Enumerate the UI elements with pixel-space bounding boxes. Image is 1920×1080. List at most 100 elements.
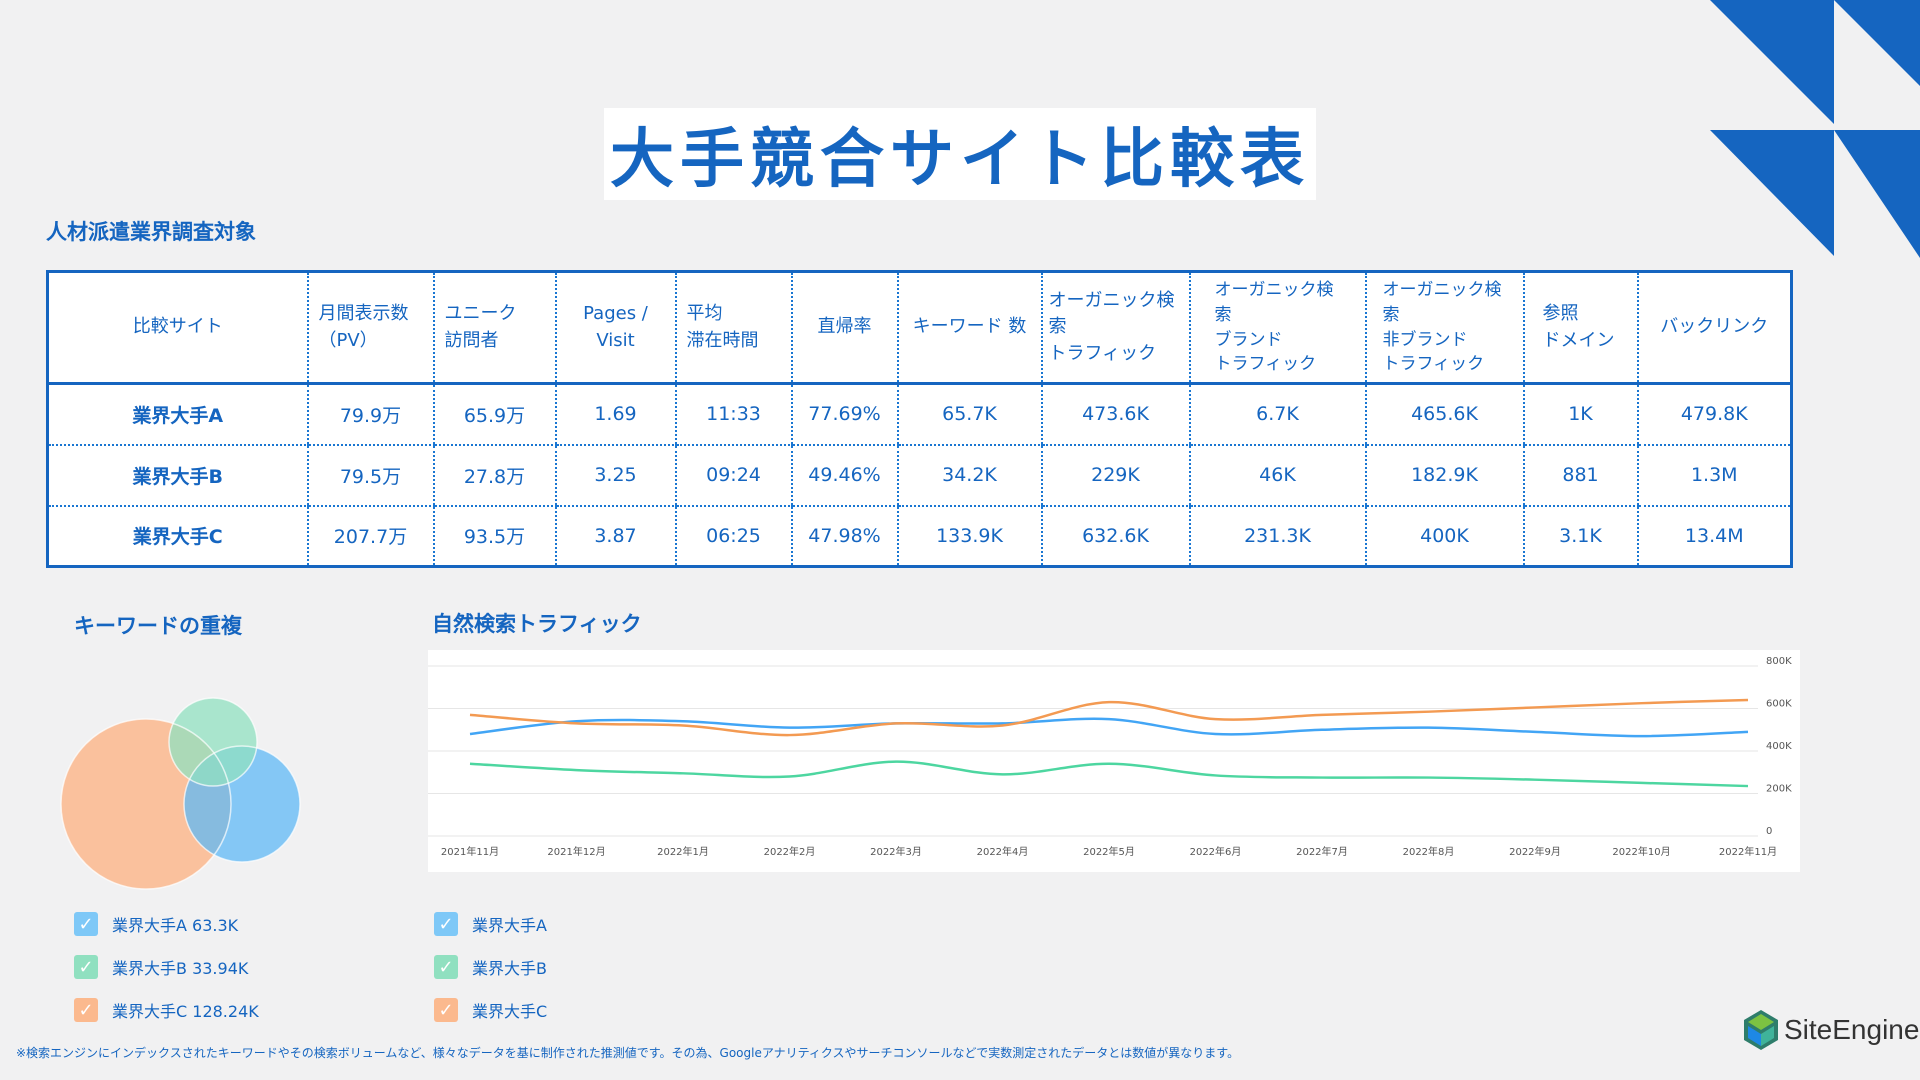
table-cell: 3.87	[554, 505, 676, 568]
table-cell: 3.1K	[1522, 505, 1638, 568]
legend-item[interactable]: ✓ 業界大手C 128.24K	[74, 998, 259, 1022]
table-header: オーガニック検索 ブランド トラフィック	[1188, 271, 1366, 385]
table-header: バックリンク	[1636, 271, 1792, 385]
table-row: 業界大手B 79.5万 27.8万 3.25 09:24 49.46% 34.2…	[46, 444, 1792, 507]
traffic-legend: ✓ 業界大手A ✓ 業界大手B ✓ 業界大手C	[434, 912, 547, 1041]
keyword-overlap-venn	[60, 697, 301, 890]
siteengine-logo: SiteEngine	[1744, 1010, 1919, 1050]
legend-item[interactable]: ✓ 業界大手A 63.3K	[74, 912, 259, 936]
x-tick-label: 2021年11月	[441, 845, 499, 858]
checkbox-icon[interactable]: ✓	[434, 912, 458, 936]
table-cell: 65.9万	[432, 383, 556, 446]
table-cell: 49.46%	[790, 444, 898, 507]
table-cell: 09:24	[674, 444, 792, 507]
table-cell: 77.69%	[790, 383, 898, 446]
table-header: オーガニック検索 非ブランド トラフィック	[1364, 271, 1524, 385]
table-cell: 881	[1522, 444, 1638, 507]
table-cell: 業界大手C	[46, 505, 308, 568]
table-header: 比較サイト	[46, 271, 308, 385]
checkbox-icon[interactable]: ✓	[74, 912, 98, 936]
legend-label: 業界大手B	[472, 959, 547, 978]
x-tick-label: 2021年12月	[547, 845, 605, 858]
table-cell: 400K	[1364, 505, 1524, 568]
table-cell: 65.7K	[896, 383, 1042, 446]
page-subtitle: 人材派遣業界調査対象	[46, 220, 256, 244]
y-tick-label: 800K	[1766, 656, 1792, 667]
x-tick-label: 2022年10月	[1612, 845, 1670, 858]
table-cell: 1.69	[554, 383, 676, 446]
table-cell: 465.6K	[1364, 383, 1524, 446]
legend-label: 業界大手A	[472, 916, 547, 935]
y-tick-label: 400K	[1766, 741, 1792, 752]
table-cell: 182.9K	[1364, 444, 1524, 507]
table-cell: 27.8万	[432, 444, 556, 507]
traffic-heading: 自然検索トラフィック	[432, 612, 642, 636]
organic-traffic-chart: 800K 600K 400K 200K 0 2021年11月 2021年12月 2022年1月…	[428, 650, 1800, 872]
table-cell: 207.7万	[306, 505, 434, 568]
siteengine-logo-icon	[1744, 1010, 1778, 1050]
venn-heading: キーワードの重複	[74, 614, 242, 638]
x-tick-label: 2022年3月	[870, 845, 922, 858]
series-line-3	[469, 698, 1749, 737]
table-row: 業界大手A 79.9万 65.9万 1.69 11:33 77.69% 65.7…	[46, 383, 1792, 446]
y-tick-label: 200K	[1766, 784, 1792, 795]
legend-label: 業界大手C 128.24K	[112, 1002, 259, 1021]
x-tick-label: 2022年7月	[1296, 845, 1348, 858]
table-cell: 6.7K	[1188, 383, 1366, 446]
table-header: 月間表示数 （PV）	[306, 271, 434, 385]
legend-item[interactable]: ✓ 業界大手B	[434, 955, 547, 979]
page-title: 大手競合サイト比較表	[610, 123, 1310, 197]
title-banner: 大手競合サイト比較表	[604, 108, 1316, 200]
table-cell: 11:33	[674, 383, 792, 446]
x-tick-label: 2022年1月	[657, 845, 709, 858]
legend-item[interactable]: ✓ 業界大手B 33.94K	[74, 955, 259, 979]
x-tick-label: 2022年9月	[1509, 845, 1561, 858]
x-tick-label: 2022年11月	[1719, 845, 1777, 858]
footnote: ※検索エンジンにインデックスされたキーワードやその検索ボリュームなど、様々なデー…	[16, 1046, 1240, 1060]
table-cell: 46K	[1188, 444, 1366, 507]
logo-text: SiteEngine	[1784, 1014, 1920, 1045]
table-header: 平均 滞在時間	[674, 271, 792, 385]
legend-label: 業界大手A 63.3K	[112, 916, 239, 935]
checkbox-icon[interactable]: ✓	[74, 955, 98, 979]
venn-circle-b	[169, 698, 257, 786]
checkbox-icon[interactable]: ✓	[434, 998, 458, 1022]
table-header: キーワード 数	[896, 271, 1042, 385]
x-tick-label: 2022年5月	[1083, 845, 1135, 858]
y-tick-label: 600K	[1766, 699, 1792, 710]
table-cell: 229K	[1040, 444, 1190, 507]
x-tick-label: 2022年8月	[1403, 845, 1455, 858]
table-header-row: 比較サイト 月間表示数 （PV） ユニーク 訪問者 Pages / Visit …	[46, 271, 1792, 385]
legend-item[interactable]: ✓ 業界大手A	[434, 912, 547, 936]
traffic-line-chart: 800K 600K 400K 200K 0 2021年11月 2021年12月 2022年1月…	[428, 656, 1792, 858]
x-tick-label: 2022年2月	[764, 845, 816, 858]
table-cell: 632.6K	[1040, 505, 1190, 568]
x-tick-label: 2022年4月	[977, 845, 1029, 858]
table-cell: 133.9K	[896, 505, 1042, 568]
corner-decoration	[1710, 0, 1920, 258]
table-cell: 473.6K	[1040, 383, 1190, 446]
table-cell: 47.98%	[790, 505, 898, 568]
table-cell: 3.25	[554, 444, 676, 507]
table-header: オーガニック検索 トラフィック	[1040, 271, 1190, 385]
table-header: Pages / Visit	[554, 271, 676, 385]
table-cell: 業界大手B	[46, 444, 308, 507]
table-header: 直帰率	[790, 271, 898, 385]
x-tick-label: 2022年6月	[1190, 845, 1242, 858]
table-cell: 06:25	[674, 505, 792, 568]
checkbox-icon[interactable]: ✓	[434, 955, 458, 979]
table-cell: 34.2K	[896, 444, 1042, 507]
checkbox-icon[interactable]: ✓	[74, 998, 98, 1022]
legend-item[interactable]: ✓ 業界大手C	[434, 998, 547, 1022]
table-cell: 479.8K	[1636, 383, 1792, 446]
legend-label: 業界大手C	[472, 1002, 548, 1021]
table-row: 業界大手C 207.7万 93.5万 3.87 06:25 47.98% 133…	[46, 505, 1792, 568]
table-cell: 13.4M	[1636, 505, 1792, 568]
table-cell: 業界大手A	[46, 383, 308, 446]
series-line-2	[469, 760, 1749, 788]
comparison-table: 比較サイト 月間表示数 （PV） ユニーク 訪問者 Pages / Visit …	[46, 270, 1793, 568]
venn-legend: ✓ 業界大手A 63.3K ✓ 業界大手B 33.94K ✓ 業界大手C 128…	[74, 912, 259, 1041]
series-line-1	[469, 717, 1749, 738]
table-header: 参照 ドメイン	[1522, 271, 1638, 385]
table-cell: 79.5万	[306, 444, 434, 507]
